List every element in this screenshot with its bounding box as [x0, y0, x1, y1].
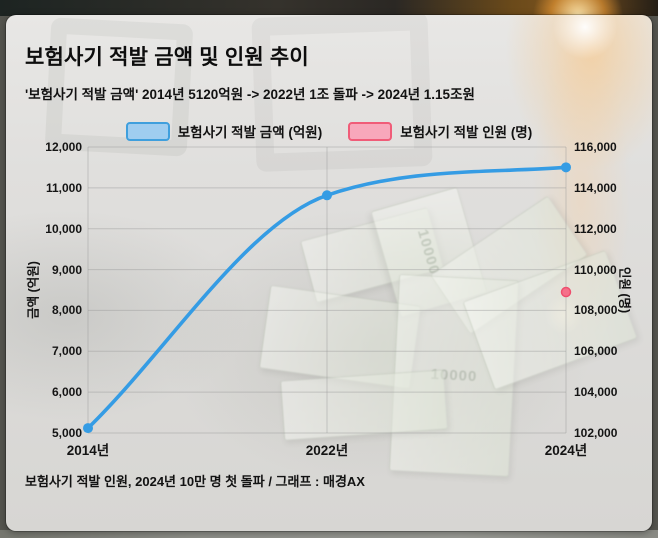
right-axis-tick: 108,000: [574, 303, 618, 318]
chart-card: 10000 10000 금액 (억원) 인원 (명) 12,000 11,000 1…: [6, 15, 652, 531]
chart-canvas[interactable]: [6, 15, 652, 531]
left-axis-tick: 8,000: [51, 303, 82, 318]
right-axis-tick: 104,000: [574, 385, 618, 400]
right-axis-tick: 110,000: [574, 262, 617, 277]
x-axis-tick: 2022년: [305, 443, 349, 458]
x-axis-tick: 2024년: [544, 443, 588, 458]
right-axis-tick: 112,000: [574, 221, 617, 236]
people-data-point[interactable]: [560, 286, 572, 298]
amount-legend-label: 보험사기 적발 금액 (억원): [177, 125, 323, 140]
page-title: 보험사기 적발 금액 및 인원 추이: [25, 46, 309, 69]
amount-data-point[interactable]: [83, 423, 93, 434]
legend-item-people[interactable]: 보험사기 적발 인원 (명): [348, 121, 532, 141]
left-axis-tick: 10,000: [45, 221, 82, 236]
x-axis-tick: 2014년: [66, 443, 110, 458]
people-legend-label: 보험사기 적발 인원 (명): [400, 125, 533, 140]
amount-data-point[interactable]: [561, 162, 571, 173]
chart-legend: 보험사기 적발 금액 (억원) 보험사기 적발 인원 (명): [6, 121, 652, 141]
amount-legend-swatch: [125, 121, 170, 141]
left-axis-tick: 9,000: [51, 262, 82, 277]
legend-item-amount[interactable]: 보험사기 적발 금액 (억원): [125, 121, 323, 141]
left-axis-tick: 11,000: [45, 180, 82, 195]
right-axis-tick: 114,000: [574, 180, 617, 195]
people-legend-swatch: [348, 121, 393, 141]
photo-bottom-strip: [0, 530, 658, 538]
left-axis-tick: 6,000: [51, 385, 82, 400]
right-axis-tick: 102,000: [574, 426, 618, 440]
left-axis-tick: 5,000: [51, 426, 82, 440]
chart-area: 금액 (억원) 인원 (명) 12,000 11,000 10,000 9,000 8,…: [6, 15, 652, 531]
right-axis-tick: 106,000: [574, 344, 618, 359]
left-axis-tick: 7,000: [51, 344, 82, 359]
page-subtitle: '보험사기 적발 금액' 2014년 5120억원 -> 2022년 1조 돌파…: [25, 87, 475, 102]
source-note: 보험사기 적발 인원, 2024년 10만 명 첫 돌파 / 그래프 : 매경A…: [25, 474, 365, 489]
amount-line: [86, 165, 568, 430]
photo-top-strip: [0, 0, 658, 16]
right-axis-tick: 116,000: [574, 140, 617, 154]
amount-data-point[interactable]: [322, 190, 332, 201]
left-axis-tick: 12,000: [45, 140, 82, 154]
